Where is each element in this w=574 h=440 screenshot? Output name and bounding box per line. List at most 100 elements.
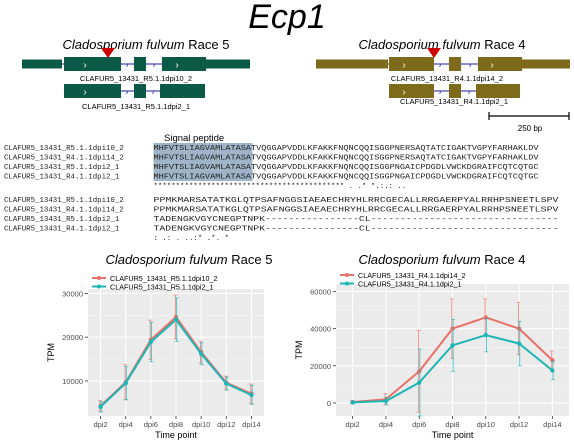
x-tick-label: dpi8: [445, 420, 459, 429]
alignment-sequence: MHFVTSLIAGVAMLATASA TVQGGAPVDDLKFAKKFNQNC…: [154, 145, 540, 153]
alignment-sequence: TADENGKVGYCNEGPTNPK----------------CL---…: [154, 216, 559, 224]
race4-transcript-2-label: CLAFUR5_13431_R4.1.1dpi2_1: [400, 97, 508, 106]
alignment-sequence: TADENGKVGYCNEGPTNPK----------------CL---…: [154, 226, 559, 234]
alignment-sequence: PPMKMARSATATKGLQTPSAFNGGSIAEAECHRYHLRRCG…: [154, 207, 560, 215]
y-tick-label: 20000: [62, 333, 83, 342]
y-tick-label: 10000: [62, 377, 83, 386]
y-tick-label: 40000: [310, 325, 331, 334]
svg-text:›: ›: [83, 60, 86, 71]
alignment-sequence: MHFVTSLIAGVAMLATASA TVQGGAPVDDLKFAKKFNQNC…: [154, 155, 540, 163]
data-point: [483, 315, 488, 320]
race4-marker-icon: [427, 48, 441, 58]
x-axis-title: Time point: [155, 430, 197, 440]
chart-legend: CLAFUR5_13431_R5.1.1dpi10_2CLAFUR5_13431…: [92, 274, 218, 291]
race5-transcript-2-label: CLAFUR5_13431_R5.1.1dpi2_1: [82, 102, 190, 111]
alignment-name: CLAFUR5_13431_R5.1.1dpi2_1: [4, 164, 120, 172]
figure-title: Ecp1: [248, 0, 326, 36]
scale-bar: 250 bp: [488, 112, 570, 133]
data-point: [123, 380, 128, 386]
svg-text:›: ›: [402, 60, 405, 71]
alignment-name: CLAFUR5_13431_R5.1.1dpi10_2: [4, 197, 124, 205]
race5-expression-chart: Cladosporium fulvum Race 5 10000 20000 3000…: [46, 252, 272, 440]
x-tick-label: dpi10: [477, 420, 495, 429]
chart-title: Cladosporium fulvum Race 5: [106, 252, 273, 267]
legend-label: CLAFUR5_13431_R5.1.1dpi2_1: [110, 282, 214, 291]
alignment-consensus: : .: . ..:* .*. *: [154, 235, 229, 243]
svg-text:›: ›: [126, 61, 129, 70]
data-point: [516, 326, 522, 331]
alignment-name: CLAFUR5_13431_R4.1.1dpi14_2: [4, 207, 124, 215]
chart-legend: CLAFUR5_13431_R4.1.1dpi14_2CLAFUR5_13431…: [340, 271, 466, 288]
race4-gene-model: › › › › CLAFUR5_13431_R4.1.1dpi14_2 › › …: [316, 48, 570, 133]
alignment-name: CLAFUR5_13431_R5.1.1dpi10_2: [4, 145, 124, 153]
y-axis-title: TPM: [294, 341, 304, 360]
legend-label: CLAFUR5_13431_R4.1.1dpi14_2: [358, 271, 466, 280]
svg-text:›: ›: [469, 61, 472, 70]
x-tick-label: dpi8: [169, 420, 183, 429]
data-point: [417, 369, 422, 374]
x-axis-title: Time point: [432, 430, 474, 440]
race5-gene-model: › › › › CLAFUR5_13431_R5.1.1dpi10_2 › › …: [22, 48, 250, 111]
data-point: [450, 326, 455, 331]
data-point: [450, 343, 455, 348]
x-tick-label: dpi6: [144, 420, 158, 429]
x-tick-label: dpi12: [510, 420, 528, 429]
svg-text:›: ›: [439, 61, 442, 70]
svg-text:›: ›: [439, 88, 442, 97]
x-tick-label: dpi2: [346, 420, 360, 429]
alignment-name: CLAFUR5_13431_R4.1.1dpi14_2: [4, 155, 124, 163]
data-point: [516, 341, 522, 346]
svg-text:›: ›: [468, 88, 471, 97]
data-point: [224, 381, 229, 386]
y-tick-label: 20000: [310, 362, 331, 371]
alignment-sequence: MHFVTSLIAGVAMLATASA TVQGGAPVDDLKFAKKFNQNC…: [154, 164, 540, 172]
svg-text:›: ›: [83, 87, 86, 98]
data-point: [550, 368, 555, 373]
y-tick-label: 0: [327, 399, 331, 408]
x-tick-label: dpi14: [543, 420, 561, 429]
signal-peptide-highlight: [153, 143, 253, 181]
race4-expression-chart: Cladosporium fulvum Race 4 0 20000 40000 600…: [294, 252, 569, 440]
x-tick-label: dpi2: [93, 420, 107, 429]
alignment-name: CLAFUR5_13431_R5.1.1dpi2_1: [4, 216, 120, 224]
data-point: [483, 332, 488, 338]
data-point: [148, 339, 154, 345]
data-point: [198, 351, 204, 357]
svg-text:›: ›: [126, 88, 129, 97]
data-point: [383, 398, 389, 404]
x-tick-label: dpi4: [119, 420, 133, 429]
svg-text:›: ›: [175, 60, 178, 71]
legend-label: CLAFUR5_13431_R5.1.1dpi10_2: [110, 274, 218, 283]
scale-bar-label: 250 bp: [518, 124, 543, 133]
y-tick-label: 60000: [310, 287, 331, 296]
data-point: [350, 400, 355, 405]
svg-text:›: ›: [490, 60, 493, 71]
race5-gene-heading: Cladosporium fulvum Race 5: [63, 37, 230, 52]
y-tick-label: 30000: [62, 289, 83, 298]
chart-title: Cladosporium fulvum Race 4: [359, 252, 526, 267]
x-tick-label: dpi14: [242, 420, 260, 429]
x-tick-label: dpi4: [379, 420, 393, 429]
y-axis-title: TPM: [46, 343, 56, 362]
signal-peptide-label: Signal peptide: [164, 133, 224, 144]
race4-gene-heading: Cladosporium fulvum Race 4: [359, 37, 526, 52]
legend-label: CLAFUR5_13431_R4.1.1dpi2_1: [358, 279, 462, 288]
alignment-sequence: MHFVTSLIAGVAMLATASA TVQGGAPVDDLKFAKKFNQNC…: [154, 174, 540, 182]
data-point: [417, 380, 422, 385]
alignment-sequence: PPMKMARSATATKGLQTPSAFNGGSIAEAECHRYHLRRCG…: [154, 197, 560, 205]
data-point: [173, 317, 179, 322]
alignment-name: CLAFUR5_13431_R4.1.1dpi2_1: [4, 174, 120, 182]
svg-text:›: ›: [152, 88, 155, 97]
race5-transcript-1-label: CLAFUR5_13431_R5.1.1dpi10_2: [80, 74, 192, 83]
alignment-name: CLAFUR5_13431_R4.1.1dpi2_1: [4, 226, 120, 234]
svg-text:›: ›: [402, 87, 405, 98]
x-tick-label: dpi10: [192, 420, 210, 429]
race4-transcript-1-label: CLAFUR5_13431_R4.1.1dpi14_2: [391, 74, 503, 83]
data-point: [98, 404, 103, 410]
data-point: [249, 392, 254, 398]
race5-marker-icon: [101, 48, 115, 58]
data-point: [550, 358, 555, 363]
svg-text:›: ›: [153, 61, 156, 70]
sequence-alignment: Signal peptide CLAFUR5_13431_R5.1.1dpi10…: [4, 133, 559, 243]
